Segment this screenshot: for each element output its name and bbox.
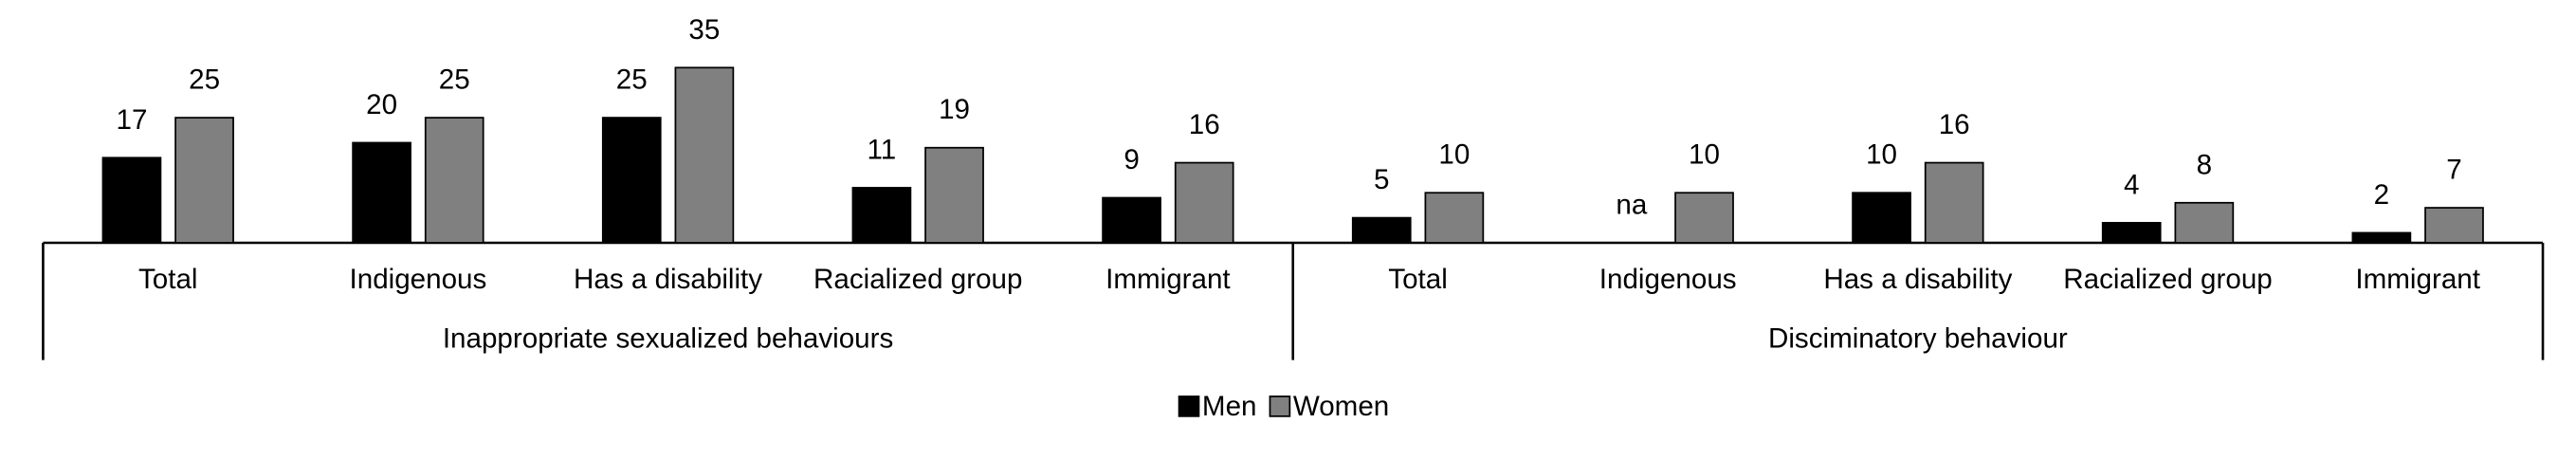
bar — [352, 141, 411, 244]
value-label: 25 — [439, 64, 470, 96]
bar — [101, 156, 162, 244]
legend-label: Women — [1293, 391, 1389, 422]
bar — [174, 117, 234, 244]
value-label: 9 — [1124, 144, 1139, 175]
bar — [674, 66, 735, 244]
value-label: 25 — [189, 64, 220, 96]
value-label: 5 — [1374, 164, 1389, 195]
bar — [851, 187, 912, 244]
bar — [1174, 161, 1234, 244]
value-label: 10 — [1866, 139, 1897, 171]
value-label: 10 — [1689, 139, 1720, 171]
x-tick-label: Racialized group — [2063, 264, 2272, 295]
bar — [1674, 192, 1734, 244]
x-tick-label: Indigenous — [350, 264, 487, 295]
bar — [1424, 192, 1485, 244]
value-label: 11 — [868, 134, 897, 165]
bar — [2174, 201, 2235, 244]
legend-label: Men — [1202, 391, 1257, 422]
x-tick-label: Total — [1388, 264, 1448, 295]
value-label: 16 — [1189, 109, 1220, 140]
value-label: 8 — [2197, 149, 2212, 180]
bar — [424, 117, 484, 244]
x-tick-label: Immigrant — [1105, 264, 1231, 295]
bar — [2424, 207, 2484, 244]
legend-swatch — [1178, 396, 1200, 417]
x-tick-label: Has a disability — [1823, 264, 2012, 295]
value-label: na — [1616, 189, 1647, 220]
x-tick-label: Has a disability — [574, 264, 762, 295]
value-label: 35 — [688, 14, 720, 46]
bar — [2101, 222, 2162, 244]
value-label: 7 — [2446, 155, 2461, 186]
value-label: 17 — [116, 104, 147, 136]
x-tick-label: Total — [138, 264, 198, 295]
bar — [1102, 196, 1161, 244]
group-label: Inappropriate sexualized behaviours — [443, 323, 893, 355]
value-label: 19 — [939, 94, 970, 125]
bar — [2351, 231, 2412, 244]
value-label: 10 — [1438, 139, 1470, 171]
x-tick-label: Immigrant — [2355, 264, 2480, 295]
bar — [1852, 192, 1911, 244]
group-label: Disciminatory behaviour — [1768, 323, 2068, 355]
value-label: 20 — [366, 89, 397, 120]
x-tick-label: Indigenous — [1599, 264, 1737, 295]
bar — [601, 117, 662, 244]
legend-swatch — [1269, 396, 1291, 417]
value-label: 25 — [616, 64, 648, 96]
x-tick-label: Racialized group — [813, 264, 1022, 295]
value-label: 4 — [2124, 169, 2139, 200]
bar — [1924, 161, 1984, 244]
bar — [1351, 216, 1412, 244]
bar — [924, 146, 984, 244]
value-label: 2 — [2374, 179, 2389, 211]
value-label: 16 — [1939, 109, 1970, 140]
